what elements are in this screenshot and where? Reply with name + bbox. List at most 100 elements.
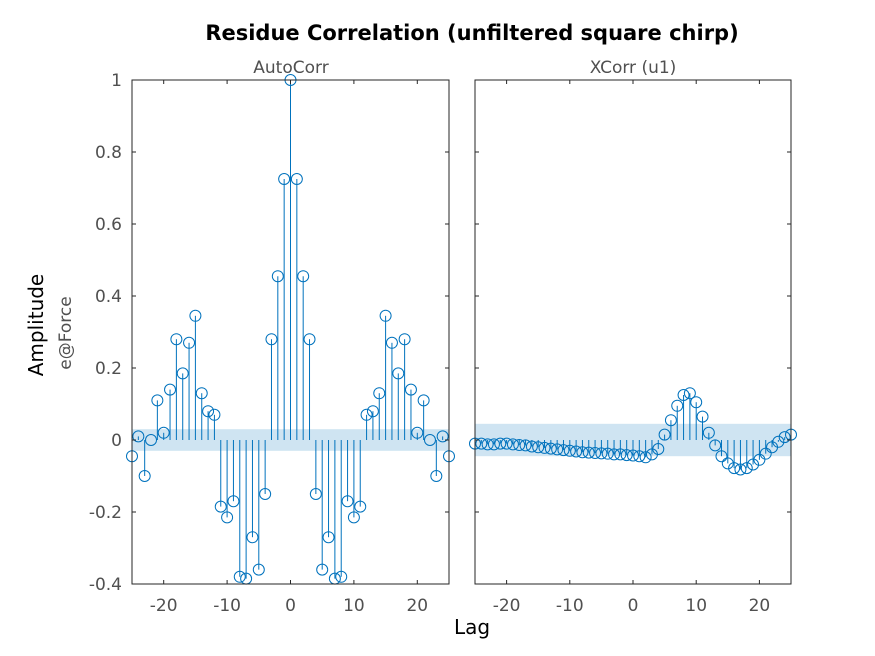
- stem-point: [487, 438, 500, 451]
- stem-point: [379, 309, 392, 322]
- stem-point: [772, 435, 785, 448]
- y-axis-sublabel: e@Force: [56, 296, 76, 369]
- xcorr-panel: -20 -10 0 10 20 XCorr (u1): [469, 58, 797, 616]
- x-tick-label: 0: [628, 596, 639, 616]
- figure-title: Residue Correlation (unfiltered square c…: [205, 21, 738, 45]
- stem-point: [658, 428, 671, 441]
- y-tick-label: 0.2: [95, 359, 122, 379]
- stem-point: [183, 336, 196, 349]
- x-tick-label: 10: [343, 596, 365, 616]
- stem-point: [778, 431, 791, 444]
- stem-point: [341, 495, 354, 508]
- y-tick-label: -0.2: [89, 503, 122, 523]
- stem-point: [278, 173, 291, 185]
- stem-point: [290, 173, 303, 185]
- x-tick-label: -10: [213, 596, 241, 616]
- stem-point: [740, 462, 753, 475]
- stem-point: [709, 439, 722, 452]
- y-tick-label: 1: [111, 71, 122, 91]
- autocorr-panel: -0.4 -0.2 0 0.2 0.4 0.6 0.8 1 -20 -10 0 10 20 AutoCor…: [89, 58, 455, 616]
- xcorr-panel-title: XCorr (u1): [590, 58, 677, 78]
- stem-point: [170, 333, 183, 346]
- stem-point: [532, 441, 545, 454]
- x-tick-label: 10: [685, 596, 707, 616]
- stem-point: [563, 444, 576, 457]
- stem-point: [620, 449, 633, 462]
- stem-point: [475, 437, 488, 450]
- stem-point: [557, 444, 570, 457]
- stem-point: [157, 426, 170, 439]
- stem-point: [265, 333, 278, 346]
- stem-point: [519, 439, 532, 452]
- stem-point: [538, 441, 551, 454]
- stem-point: [151, 394, 164, 407]
- stem-point: [398, 333, 411, 346]
- stem-point: [728, 462, 741, 475]
- stem-point: [500, 437, 513, 450]
- y-tick-label: 0.8: [95, 143, 122, 163]
- stem-point: [664, 414, 677, 427]
- stem-point: [195, 387, 208, 400]
- x-axis-label: Lag: [454, 615, 490, 639]
- stem-point: [759, 447, 772, 460]
- stem-point: [309, 488, 322, 500]
- stem-point: [354, 500, 367, 513]
- stem-point: [214, 500, 227, 513]
- stem-point: [683, 387, 696, 400]
- stem-point: [734, 463, 747, 476]
- stem-point: [525, 440, 538, 453]
- stem-point: [430, 470, 443, 482]
- stem-point: [246, 531, 259, 544]
- stem-point: [176, 367, 189, 380]
- stem-point: [335, 570, 348, 583]
- x-tick-label: 20: [406, 596, 428, 616]
- stem-point: [601, 447, 614, 460]
- stem-point: [360, 408, 373, 421]
- x-tick-label: -20: [493, 596, 521, 616]
- stem-point: [404, 383, 417, 396]
- y-axis-label: Amplitude: [24, 274, 48, 377]
- stem-point: [132, 430, 145, 443]
- stem-point: [392, 367, 405, 380]
- stem-point: [513, 439, 526, 452]
- stem-point: [721, 457, 734, 470]
- stem-point: [627, 449, 639, 462]
- stem-point: [164, 383, 177, 396]
- stem-point: [608, 448, 621, 461]
- stem-point: [639, 451, 652, 464]
- stem-point: [316, 563, 329, 576]
- stem-point: [303, 333, 316, 346]
- stem-point: [221, 511, 234, 524]
- stem-point: [347, 511, 360, 524]
- x-tick-label: -10: [556, 596, 584, 616]
- y-tick-label: 0.6: [95, 215, 122, 235]
- stem-point: [671, 399, 684, 412]
- y-tick-label: 0: [111, 431, 122, 451]
- stem-point: [589, 446, 602, 459]
- stem-point: [544, 442, 557, 455]
- stem-point: [582, 446, 595, 459]
- stem-point: [411, 426, 424, 439]
- stem-point: [271, 270, 284, 283]
- stem-point: [715, 450, 728, 463]
- autocorr-panel-title: AutoCorr: [253, 58, 328, 78]
- stem-point: [551, 443, 564, 456]
- stem-point: [576, 446, 589, 459]
- stem-point: [227, 495, 240, 508]
- stem-point: [570, 445, 583, 458]
- stem-point: [702, 426, 715, 439]
- stem-point: [436, 430, 449, 443]
- plot-area: [475, 80, 791, 584]
- stem-point: [633, 450, 646, 463]
- stem-point: [494, 437, 507, 450]
- stem-point: [322, 531, 335, 544]
- stem-point: [297, 270, 310, 283]
- x-tick-label: 0: [285, 596, 296, 616]
- stem-point: [202, 405, 215, 418]
- stem-point: [208, 408, 221, 421]
- stem-point: [506, 438, 519, 451]
- stem-point: [233, 570, 246, 583]
- x-tick-label: 20: [749, 596, 771, 616]
- stem-point: [366, 405, 379, 418]
